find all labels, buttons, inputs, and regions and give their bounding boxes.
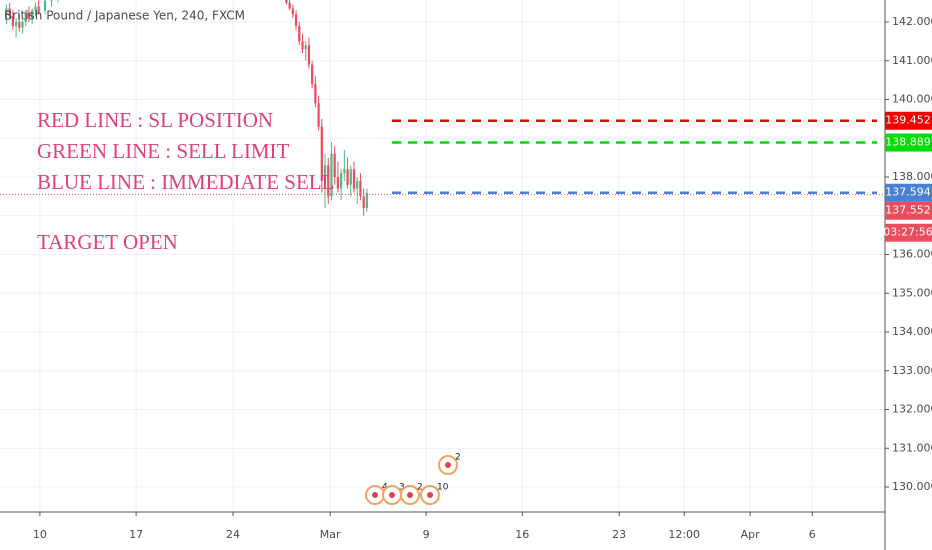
candle-body (314, 84, 317, 104)
event-count: 10 (437, 483, 449, 493)
y-tick-label: 142.000 (892, 15, 932, 28)
candle-body (311, 64, 314, 85)
event-dot (445, 462, 451, 468)
event-count: 3 (399, 483, 405, 493)
candle-body (24, 12, 27, 23)
event-count: 4 (382, 483, 388, 493)
x-tick-label: 10 (33, 528, 47, 541)
candle-body (18, 22, 21, 28)
x-tick-label: 16 (515, 528, 529, 541)
level-label-box (885, 133, 932, 152)
candle-body (301, 41, 304, 50)
y-tick-label: 133.000 (892, 364, 932, 377)
price-label-box (885, 201, 932, 220)
y-tick-label: 136.000 (892, 248, 932, 261)
x-tick-label: 9 (423, 528, 430, 541)
candle-body (21, 22, 24, 28)
candle-body (352, 169, 356, 189)
candle-body (365, 192, 368, 209)
candle-body (50, 0, 53, 1)
candle-body (5, 8, 8, 15)
x-tick-label: Apr (741, 528, 761, 541)
x-tick-label: 6 (809, 528, 816, 541)
candle-body (340, 173, 343, 189)
y-tick-label: 138.000 (892, 170, 932, 183)
candle-body (327, 165, 330, 197)
candle-body (43, 0, 47, 11)
candle-body (27, 12, 31, 19)
candle-body (346, 169, 349, 185)
x-tick-label: 23 (612, 528, 626, 541)
candle-body (349, 169, 352, 185)
level-label-box (885, 183, 932, 202)
candle-body (304, 45, 307, 50)
grid (0, 0, 885, 512)
candle-body (298, 25, 301, 42)
candle-body (362, 196, 365, 209)
x-tick-label: 12:00 (668, 528, 700, 541)
candle-body (14, 22, 18, 26)
candle-body (330, 153, 333, 197)
event-count: 2 (417, 483, 423, 493)
candle-body (34, 6, 37, 11)
chart-title: British Pound / Japanese Yen, 240, FXCM (4, 9, 245, 23)
candle-body (356, 180, 359, 189)
x-tick-label: 17 (129, 528, 143, 541)
level-label-box (885, 111, 932, 130)
level-label: 139.452 (885, 114, 931, 127)
annotation: BLUE LINE : IMMEDIATE SELL (37, 170, 334, 194)
y-tick-label: 141.000 (892, 54, 932, 67)
event-count: 2 (455, 453, 461, 463)
x-tick-label: 24 (226, 528, 240, 541)
candle-body (285, 0, 288, 3)
candle-body (317, 103, 320, 127)
y-tick-label: 132.000 (892, 403, 932, 416)
event-dot (427, 492, 433, 498)
candle-body (307, 45, 311, 65)
candle-body (31, 10, 34, 19)
candle-body (336, 177, 340, 189)
countdown-box (885, 223, 932, 242)
candle-body (294, 14, 298, 26)
plot (0, 0, 885, 216)
event-dot (407, 492, 413, 498)
candle-body (11, 16, 14, 26)
candle-body (8, 8, 11, 17)
level-label: 137.594 (885, 186, 931, 199)
annotation: TARGET OPEN (37, 230, 178, 254)
candle-body (37, 6, 40, 13)
level-label: 138.889 (885, 136, 931, 149)
y-tick-label: 130.000 (892, 480, 932, 493)
event-dot (389, 492, 395, 498)
price-label: 137.552 (885, 204, 931, 217)
candle-body (359, 180, 362, 197)
annotation: RED LINE : SL POSITION (37, 108, 273, 132)
candle-body (333, 153, 336, 178)
y-tick-label: 134.000 (892, 325, 932, 338)
candle-body (291, 8, 294, 15)
x-tick-label: Mar (320, 528, 341, 541)
annotation: GREEN LINE : SELL LIMIT (37, 139, 290, 163)
event-dot (372, 492, 378, 498)
candle-body (320, 126, 323, 181)
y-tick-label: 135.000 (892, 286, 932, 299)
candle-body (288, 2, 291, 9)
countdown: 03:27:56 (883, 226, 932, 239)
y-tick-label: 131.000 (892, 441, 932, 454)
candle-body (323, 165, 327, 181)
axes: 130.000 131.000 132.000 133.000 134.000 135.0… (33, 15, 932, 541)
y-tick-label: 140.000 (892, 93, 932, 106)
candle-body (343, 169, 346, 174)
